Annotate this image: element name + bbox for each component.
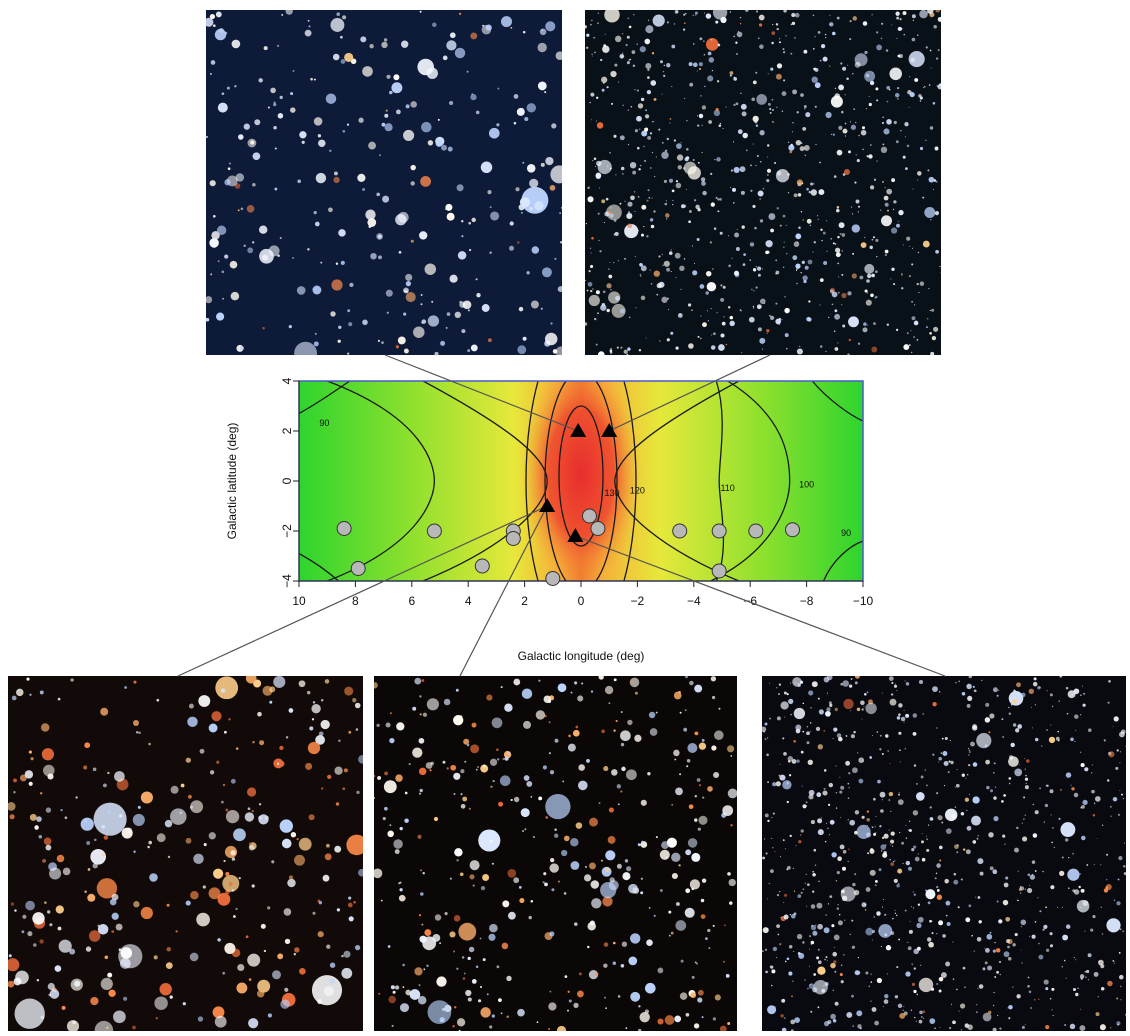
contour-arc-5 [811, 381, 863, 422]
contour-arc-2 [326, 381, 436, 581]
contour-label: 110 [720, 483, 734, 493]
callout-line-bottom-left [177, 505, 548, 677]
axes: 10 8 6 4 2 0 −2 −4 −6 −8 −10 4 2 0 −2 −4 [280, 377, 874, 608]
x-tick-label: 10 [292, 594, 306, 608]
contour-arc-4 [710, 381, 791, 581]
star-field-image-bottom-left [8, 676, 363, 1031]
star-field-image-top-right [585, 10, 941, 355]
field-circle-marker [748, 523, 764, 539]
field-circle-marker [350, 561, 366, 576]
y-tick-label: 4 [280, 377, 294, 384]
y-tick-label: −4 [280, 574, 294, 588]
y-tick-label: 2 [280, 427, 294, 434]
field-circle-marker [545, 571, 561, 586]
star-field-canvas [585, 10, 941, 355]
field-circle-marker [426, 523, 442, 539]
x-tick-label: 6 [408, 594, 415, 608]
contour-inner-0 [558, 405, 604, 547]
contour-label: 90 [319, 418, 329, 428]
contour-arc-7 [299, 381, 351, 415]
x-tick-label: −10 [853, 594, 874, 608]
x-tick-label: 8 [352, 594, 359, 608]
x-tick-label: 4 [465, 594, 472, 608]
callout-lines [177, 354, 946, 677]
contour-arc-3 [715, 381, 725, 581]
x-tick-label: 0 [578, 594, 585, 608]
field-circle-marker [581, 508, 597, 524]
field-circle-marker [474, 558, 490, 574]
star-field-image-top-left [206, 10, 562, 355]
contour-label: 100 [799, 479, 814, 489]
field-triangle-marker [601, 423, 618, 437]
contour-arc-6 [822, 540, 863, 581]
y-tick-label: −2 [280, 524, 294, 538]
x-tick-label: −8 [800, 594, 814, 608]
field-triangle-marker [570, 423, 587, 437]
contour-arc-0 [422, 381, 548, 581]
contour-label: 130 [605, 488, 620, 498]
callout-line-top-left [384, 354, 579, 432]
field-circle-marker [336, 521, 352, 536]
field-circle-marker [505, 531, 521, 546]
star-field-image-bottom-middle [374, 676, 737, 1031]
data-markers [336, 423, 800, 586]
contour-arc-1 [614, 381, 740, 581]
callout-line-top-right [608, 354, 771, 432]
star-field-canvas [8, 676, 363, 1031]
star-field-canvas [206, 10, 562, 355]
callout-line-bottom-middle [459, 505, 548, 677]
field-circle-marker [711, 563, 727, 579]
field-circle-marker [785, 522, 800, 538]
y-axis-title: Galactic latitude (deg) [225, 423, 239, 540]
contour-lines [299, 381, 863, 581]
x-tick-label: 2 [521, 594, 528, 608]
contour-inner-2 [525, 381, 637, 581]
x-tick-label: −2 [631, 594, 645, 608]
plot-area: 90 130 120 110 100 90 [298, 380, 864, 582]
contour-label: 120 [630, 486, 645, 496]
star-field-image-bottom-right [762, 676, 1126, 1031]
field-triangle-marker [567, 528, 584, 542]
x-tick-label: −6 [743, 594, 757, 608]
contour-labels: 90 130 120 110 100 90 [319, 418, 851, 538]
callout-line-bottom-right [575, 535, 946, 677]
contour-label: 90 [841, 528, 851, 538]
field-circle-marker [672, 523, 688, 539]
field-triangle-marker [539, 498, 556, 512]
star-field-canvas [762, 676, 1126, 1031]
x-axis-title: Galactic longitude (deg) [518, 649, 645, 663]
contour-inner-1 [544, 381, 618, 581]
field-circle-marker [711, 523, 727, 539]
x-tick-label: −4 [687, 594, 701, 608]
field-circle-marker [590, 521, 606, 536]
y-tick-label: 0 [280, 477, 294, 484]
contour-arc-8 [299, 552, 339, 581]
star-field-canvas [374, 676, 737, 1031]
